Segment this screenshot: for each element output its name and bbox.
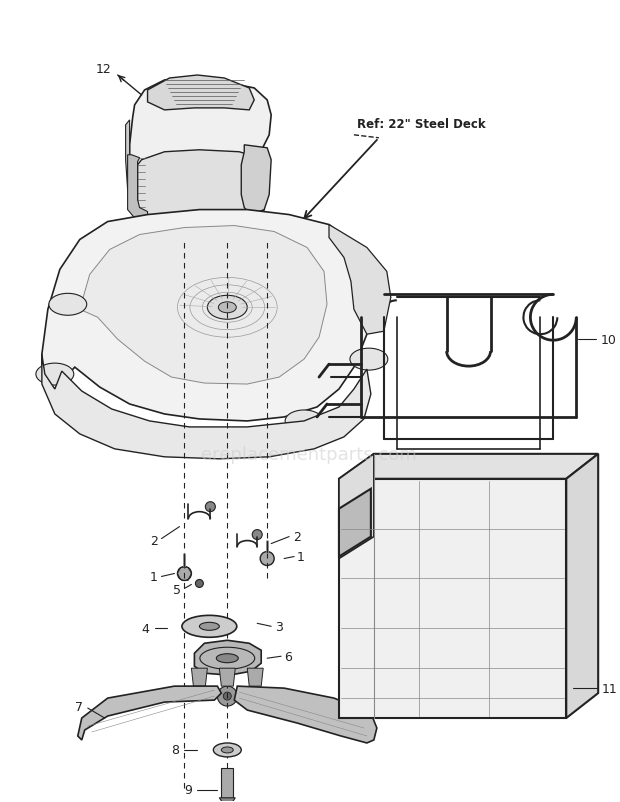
Polygon shape	[566, 454, 598, 718]
Text: 3: 3	[275, 620, 283, 633]
Polygon shape	[128, 156, 148, 225]
Circle shape	[223, 692, 231, 700]
Circle shape	[177, 567, 192, 581]
Polygon shape	[339, 479, 566, 718]
Circle shape	[219, 342, 235, 358]
Polygon shape	[339, 489, 371, 557]
Ellipse shape	[216, 654, 238, 663]
Polygon shape	[78, 687, 221, 740]
Text: 9: 9	[185, 784, 192, 796]
Text: 1: 1	[149, 570, 157, 583]
Polygon shape	[219, 798, 235, 802]
Polygon shape	[42, 210, 371, 421]
Polygon shape	[247, 668, 264, 687]
Circle shape	[291, 277, 297, 283]
Polygon shape	[148, 76, 254, 111]
Circle shape	[200, 687, 208, 695]
Polygon shape	[339, 454, 598, 479]
Polygon shape	[130, 79, 271, 240]
Polygon shape	[192, 668, 207, 687]
Text: Ref: 22" Steel Deck: Ref: 22" Steel Deck	[357, 118, 485, 131]
Ellipse shape	[218, 302, 236, 314]
Text: 6: 6	[284, 650, 292, 663]
Polygon shape	[221, 768, 233, 798]
Polygon shape	[219, 668, 235, 687]
Ellipse shape	[200, 622, 219, 630]
Text: 4: 4	[142, 622, 149, 635]
Text: 2: 2	[149, 534, 157, 548]
Circle shape	[260, 552, 274, 565]
Polygon shape	[138, 151, 264, 242]
Circle shape	[205, 502, 215, 512]
Polygon shape	[241, 146, 271, 215]
Text: 12: 12	[96, 63, 112, 75]
Text: ereplacementparts.com: ereplacementparts.com	[201, 445, 417, 464]
Ellipse shape	[350, 349, 388, 371]
Circle shape	[156, 272, 172, 288]
Text: 8: 8	[172, 743, 179, 756]
Text: 11: 11	[602, 682, 618, 695]
Polygon shape	[42, 354, 371, 460]
Ellipse shape	[49, 294, 87, 316]
Polygon shape	[126, 121, 144, 229]
Ellipse shape	[182, 616, 237, 638]
Circle shape	[161, 277, 167, 283]
Circle shape	[286, 272, 302, 288]
Circle shape	[247, 687, 255, 695]
Ellipse shape	[36, 363, 74, 386]
Ellipse shape	[285, 411, 323, 432]
Circle shape	[224, 346, 230, 353]
Text: 7: 7	[75, 699, 82, 713]
Circle shape	[195, 580, 203, 588]
Polygon shape	[329, 225, 391, 334]
Ellipse shape	[207, 296, 247, 320]
Polygon shape	[195, 641, 261, 675]
Ellipse shape	[221, 747, 233, 753]
Polygon shape	[339, 454, 374, 559]
Circle shape	[218, 687, 237, 707]
Text: 1: 1	[297, 550, 305, 563]
Text: 10: 10	[600, 334, 616, 346]
Polygon shape	[234, 687, 377, 743]
Circle shape	[252, 530, 262, 540]
Polygon shape	[80, 226, 327, 385]
Ellipse shape	[213, 743, 241, 757]
Text: 5: 5	[174, 583, 182, 596]
Text: 2: 2	[293, 530, 301, 544]
